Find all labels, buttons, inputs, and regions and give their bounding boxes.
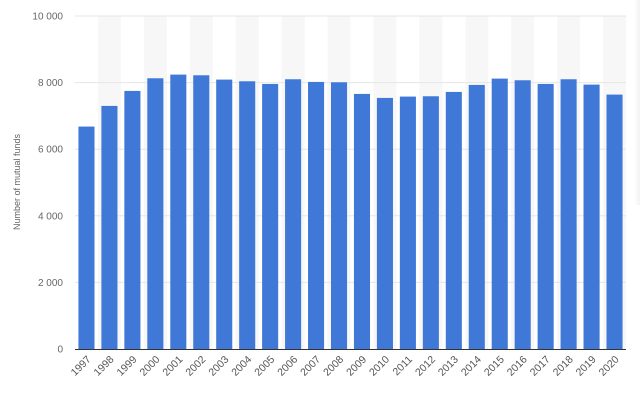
x-tick-label: 2011 — [391, 354, 416, 379]
x-tick-label: 2008 — [321, 354, 346, 379]
x-tick-label: 2005 — [252, 354, 277, 379]
x-tick-label: 2010 — [367, 354, 392, 379]
bar-1997[interactable] — [78, 126, 95, 349]
bar-2018[interactable] — [560, 79, 577, 350]
x-tick-label: 2003 — [206, 354, 231, 379]
bar-2000[interactable] — [147, 78, 164, 350]
y-axis-title: Number of mutual funds — [12, 133, 22, 230]
x-tick-label: 2019 — [574, 354, 599, 379]
x-axis-tick-labels: 1997199819992000200120022003200420052006… — [69, 354, 622, 379]
x-tick-label: 2013 — [436, 354, 461, 379]
y-tick-label: 10 000 — [32, 12, 63, 23]
x-tick-label: 2004 — [229, 354, 254, 379]
x-tick-label: 2014 — [459, 354, 484, 379]
bar-2014[interactable] — [468, 84, 485, 349]
x-tick-label: 2012 — [413, 354, 438, 379]
y-tick-label: 2 000 — [38, 278, 63, 289]
bar-2009[interactable] — [353, 93, 371, 349]
x-tick-label: 2018 — [551, 354, 576, 379]
x-tick-label: 2002 — [183, 354, 208, 379]
bars — [78, 74, 623, 350]
x-tick-label: 2020 — [597, 354, 622, 379]
x-tick-label: 2006 — [275, 354, 300, 379]
bar-2006[interactable] — [285, 79, 302, 350]
bar-2019[interactable] — [583, 84, 600, 350]
bar-2001[interactable] — [170, 74, 187, 349]
bar-2010[interactable] — [376, 97, 393, 349]
x-tick-label: 2016 — [505, 354, 530, 379]
y-tick-label: 8 000 — [38, 78, 63, 89]
y-tick-label: 0 — [57, 345, 63, 356]
bar-2017[interactable] — [537, 83, 554, 349]
bar-2015[interactable] — [491, 78, 508, 349]
bar-2004[interactable] — [239, 81, 256, 349]
bar-2011[interactable] — [399, 96, 416, 349]
bar-2016[interactable] — [514, 80, 531, 350]
x-tick-label: 2017 — [528, 354, 553, 379]
y-tick-label: 6 000 — [38, 145, 63, 156]
bar-1999[interactable] — [124, 90, 141, 350]
bar-2005[interactable] — [262, 83, 279, 349]
gridlines — [75, 15, 626, 283]
x-tick-label: 2009 — [344, 354, 369, 379]
right-edge-shadow — [634, 0, 640, 205]
x-tick-label: 2007 — [298, 354, 323, 379]
bar-1998[interactable] — [101, 105, 118, 349]
bar-2013[interactable] — [445, 91, 462, 349]
x-tick-label: 1998 — [92, 354, 117, 379]
bar-2002[interactable] — [193, 75, 210, 350]
bar-2003[interactable] — [216, 79, 233, 349]
x-tick-label: 1999 — [115, 354, 140, 379]
bar-2012[interactable] — [422, 96, 439, 350]
x-tick-label: 1997 — [69, 354, 94, 379]
x-tick-label: 2000 — [137, 354, 162, 379]
y-tick-label: 4 000 — [38, 211, 63, 222]
bar-2007[interactable] — [308, 81, 325, 350]
y-axis-tick-labels: 0 2 000 4 000 6 000 8 000 10 000 — [32, 12, 63, 356]
bar-2008[interactable] — [330, 82, 348, 349]
x-tick-label: 2001 — [160, 354, 185, 379]
bar-2020[interactable] — [606, 94, 623, 349]
x-tick-label: 2015 — [482, 354, 507, 379]
